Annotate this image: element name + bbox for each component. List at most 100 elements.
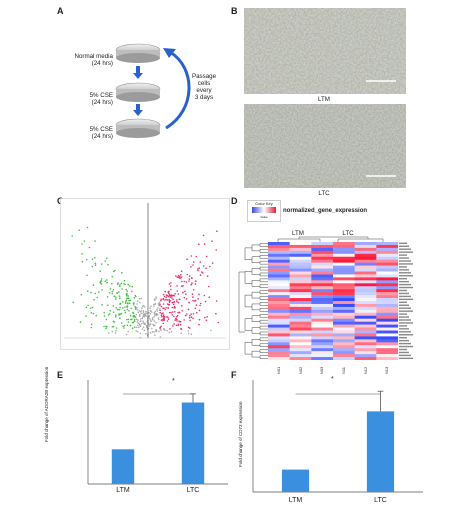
- volcano-point: [149, 319, 152, 321]
- volcano-point: [126, 318, 128, 321]
- volcano-point: [170, 294, 173, 296]
- heatmap-cell: [354, 351, 377, 355]
- gene-label-mark: [399, 313, 407, 315]
- heatmap-cell: [376, 301, 398, 305]
- volcano-point: [112, 320, 115, 323]
- gene-label-mark: [399, 269, 409, 271]
- heatmap-title: normalized_gene_expression: [283, 208, 368, 214]
- volcano-point: [142, 304, 145, 307]
- heatmap-cell: [333, 315, 355, 319]
- volcano-point: [170, 331, 173, 333]
- heatmap-cell: [376, 339, 398, 343]
- heatmap-cell: [311, 306, 334, 311]
- volcano-point: [194, 283, 197, 285]
- gene-label-mark: [399, 272, 411, 274]
- volcano-point: [94, 292, 96, 295]
- heatmap-cell: [289, 289, 312, 293]
- volcano-point: [159, 308, 161, 310]
- gene-label-mark: [399, 301, 407, 303]
- volcano-point: [199, 304, 201, 307]
- gene-label-mark: [399, 304, 409, 306]
- heatmap-cell: [376, 295, 398, 299]
- gene-label-mark: [399, 251, 413, 253]
- heatmap-cell: [268, 242, 290, 246]
- volcano-point: [153, 305, 155, 307]
- volcano-point: [85, 258, 88, 261]
- heatmap-cell: [268, 351, 290, 355]
- volcano-point: [156, 310, 159, 312]
- volcano-point: [203, 294, 206, 297]
- volcano-point: [119, 285, 121, 288]
- culture-dish-2: [115, 82, 161, 102]
- volcano-point: [139, 301, 141, 304]
- volcano-point: [176, 320, 178, 322]
- gene-label-mark: [399, 257, 409, 259]
- gene-label-mark: [399, 280, 409, 283]
- volcano-point: [157, 317, 160, 319]
- volcano-point: [86, 274, 88, 277]
- heatmap-cell: [289, 312, 312, 317]
- volcano-point: [122, 307, 124, 309]
- volcano-point: [94, 264, 97, 266]
- heatmap-cell: [268, 280, 290, 284]
- heatmap-cell: [354, 292, 377, 296]
- volcano-point: [185, 298, 188, 300]
- heatmap-cell: [289, 327, 312, 331]
- volcano-point: [87, 290, 89, 292]
- volcano-point: [158, 301, 160, 304]
- volcano-point: [166, 316, 168, 318]
- heatmap-cell: [268, 301, 290, 305]
- volcano-point: [154, 334, 156, 336]
- heatmap-cell: [289, 309, 312, 314]
- volcano-point: [131, 285, 134, 288]
- volcano-point: [123, 283, 125, 285]
- heatmap-cell: [311, 271, 334, 275]
- heatmap-cell: [333, 345, 355, 349]
- gene-label-mark: [399, 310, 413, 312]
- heatmap-cell: [333, 259, 355, 263]
- volcano-point: [162, 319, 164, 322]
- volcano-point: [160, 319, 163, 321]
- volcano-point: [190, 266, 192, 268]
- heatmap-cell: [376, 336, 398, 340]
- heatmap-cell: [354, 265, 377, 269]
- volcano-point: [180, 277, 182, 279]
- heatmap-cell: [268, 250, 290, 255]
- volcano-point: [187, 332, 190, 335]
- volcano-point: [179, 323, 182, 326]
- volcano-point: [175, 275, 177, 277]
- heatmap-cell: [376, 292, 398, 296]
- volcano-point: [128, 302, 131, 304]
- volcano-point: [211, 240, 213, 242]
- volcano-point: [162, 322, 165, 325]
- heatmap-cell: [268, 298, 290, 302]
- heatmap-cell: [376, 306, 398, 311]
- heatmap-cell: [268, 286, 290, 290]
- volcano-point: [170, 312, 172, 314]
- gene-label-mark: [399, 342, 411, 345]
- volcano-point: [135, 330, 137, 332]
- volcano-point: [172, 298, 174, 301]
- volcano-point: [136, 331, 139, 333]
- volcano-point: [112, 289, 115, 291]
- volcano-point: [184, 290, 186, 293]
- volcano-point: [90, 326, 93, 329]
- volcano-point: [198, 318, 201, 321]
- heatmap-cell: [311, 256, 334, 260]
- volcano-point: [139, 313, 141, 316]
- volcano-point: [79, 321, 82, 323]
- heatmap-cell: [289, 256, 312, 260]
- gene-label-mark: [399, 254, 407, 256]
- volcano-point: [192, 317, 194, 320]
- panel-d-letter: D: [231, 196, 238, 206]
- volcano-point: [155, 297, 157, 300]
- volcano-point: [160, 329, 162, 331]
- volcano-point: [195, 255, 197, 258]
- volcano-point: [155, 329, 157, 331]
- volcano-point: [131, 327, 134, 330]
- volcano-point: [112, 325, 115, 328]
- volcano-point: [206, 316, 208, 318]
- gene-label-mark: [399, 345, 413, 348]
- volcano-point: [138, 310, 141, 312]
- volcano-point: [151, 317, 154, 319]
